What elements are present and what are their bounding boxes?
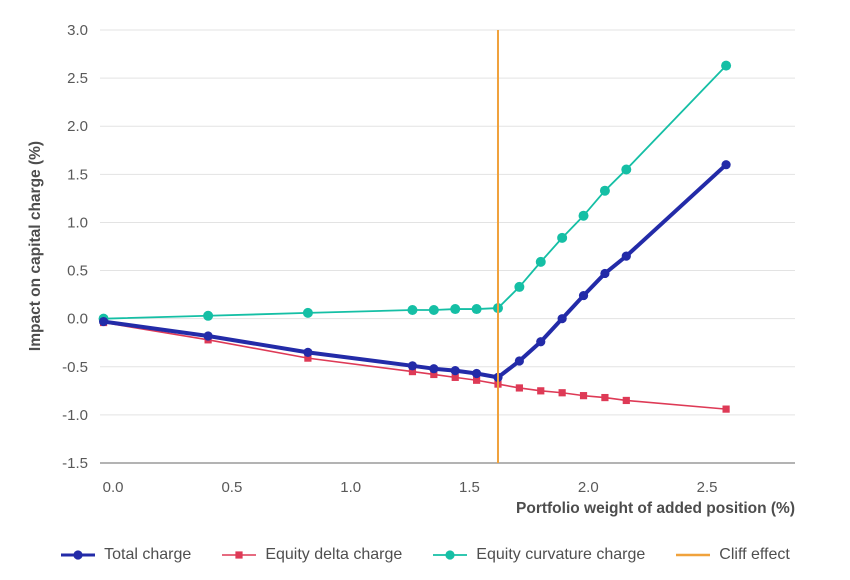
equity-curvature-charge-point: [428, 305, 439, 316]
total-charge-point: [472, 368, 482, 379]
y-tick-label: -0.5: [62, 359, 88, 376]
x-tick-label: 0.5: [221, 479, 242, 496]
equity-curvature-charge-point: [599, 185, 610, 196]
y-tick-label: 0.5: [67, 263, 88, 280]
equity-curvature-charge-point: [407, 305, 418, 316]
equity-delta-charge-point: [451, 373, 459, 381]
legend-label-equity-curvature-charge: Equity curvature charge: [476, 546, 646, 563]
y-tick-label: 3.0: [67, 22, 88, 39]
legend-label-equity-delta-charge: Equity delta charge: [265, 546, 403, 563]
equity-curvature-charge-point: [535, 256, 546, 267]
equity-curvature-charge-point: [203, 310, 214, 321]
total-charge-point: [578, 290, 589, 301]
equity-curvature-charge-point: [721, 60, 732, 71]
legend-symbol-equity-delta-charge: [222, 551, 257, 559]
total-charge-point: [600, 268, 610, 279]
x-tick-label: 2.5: [697, 479, 718, 496]
equity-curvature-charge-line: [102, 64, 727, 320]
total-charge-point: [303, 347, 313, 357]
total-charge-point: [621, 251, 631, 261]
chart-legend: Total charge Equity delta charge Equity cu…: [0, 537, 850, 573]
total-charge-point: [721, 160, 731, 170]
legend-item-cliff-effect[interactable]: Cliff effect: [675, 546, 790, 564]
equity-delta-charge-point: [622, 396, 630, 405]
total-charge-point: [450, 366, 460, 376]
legend-label-cliff-effect: Cliff effect: [719, 546, 790, 563]
equity-curvature-charge-point: [557, 232, 568, 243]
legend-item-total-charge[interactable]: Total charge: [60, 546, 191, 564]
y-tick-label: 2.5: [67, 70, 88, 87]
legend-item-equity-delta-charge[interactable]: Equity delta charge: [221, 546, 402, 564]
legend-symbol-cliff-effect: [676, 553, 711, 557]
y-tick-label: 1.5: [67, 166, 88, 183]
total-charge-point: [98, 316, 109, 327]
total-charge-point: [536, 337, 546, 347]
total-charge-point: [557, 314, 567, 324]
x-tick-label: 0.0: [103, 479, 124, 496]
y-axis-title: Impact on capital charge (%): [27, 141, 44, 351]
equity-curvature-charge-point: [471, 304, 482, 315]
equity-delta-charge-point: [722, 405, 730, 413]
equity-delta-charge-point: [408, 367, 417, 376]
equity-delta-charge-point: [515, 384, 523, 392]
equity-curvature-charge-point: [450, 304, 461, 315]
legend-symbol-equity-curvature-charge: [433, 550, 468, 560]
equity-delta-charge-point: [601, 393, 609, 402]
equity-curvature-charge-point: [514, 281, 525, 292]
equity-delta-charge-point: [304, 354, 312, 362]
equity-delta-charge-point: [537, 387, 545, 395]
legend-symbol-total-charge: [61, 550, 96, 560]
total-charge-point: [203, 331, 213, 341]
plot-area: 3.0 2.5 2.0 1.5 1.0 0.5 0.0 -0.5 -1.0 -1.5 0.0 0.5 1…: [62, 22, 795, 496]
x-tick-label: 2.0: [578, 479, 599, 496]
x-axis-title: Portfolio weight of added position (%): [516, 500, 795, 517]
legend-label-total-charge: Total charge: [104, 546, 192, 563]
legend-item-equity-curvature-charge[interactable]: Equity curvature charge: [432, 546, 645, 564]
total-charge-point: [514, 356, 524, 366]
y-tick-label: 0.0: [67, 311, 88, 328]
y-tick-label: 1.0: [67, 214, 88, 231]
x-tick-label: 1.0: [340, 479, 361, 496]
total-charge-point: [429, 364, 439, 374]
equity-delta-charge-point: [558, 389, 566, 397]
equity-delta-charge-point: [473, 376, 481, 384]
equity-delta-charge-point: [579, 392, 588, 400]
equity-curvature-charge-point: [302, 307, 313, 318]
equity-delta-charge-point: [430, 370, 438, 379]
y-tick-label: 2.0: [67, 118, 88, 135]
x-tick-label: 1.5: [459, 479, 480, 496]
equity-curvature-charge-point: [578, 210, 589, 221]
equity-curvature-charge-point: [621, 164, 632, 175]
total-charge-point: [407, 361, 418, 371]
impact-line-chart: Impact on capital charge (%) Portfolio w…: [27, 22, 795, 517]
y-tick-label: -1.5: [62, 455, 88, 472]
y-tick-label: -1.0: [62, 407, 88, 424]
